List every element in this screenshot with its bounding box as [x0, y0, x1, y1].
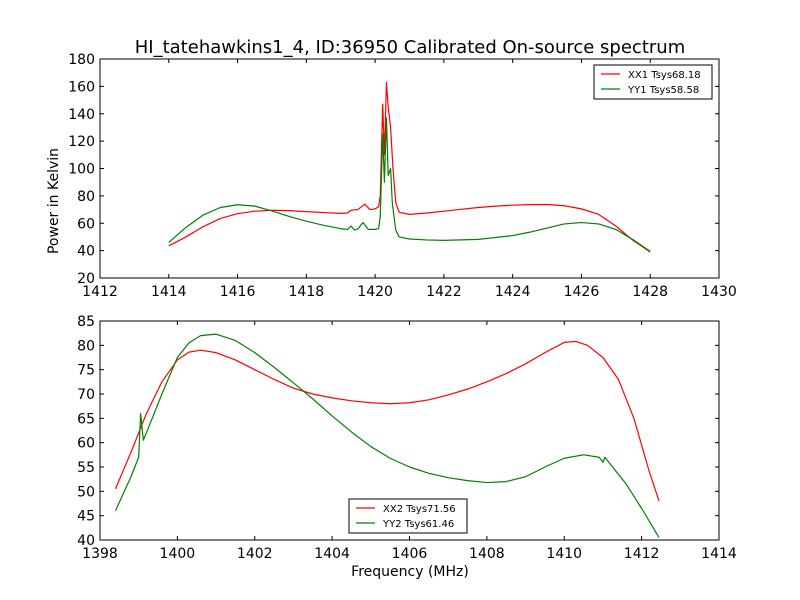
- x-tick-label-0-2: 1416: [220, 284, 256, 300]
- y-tick-label-1-8: 80: [77, 338, 95, 354]
- legend-label-1-0: XX2 Tsys71.56: [383, 504, 456, 515]
- x-tick-label-1-6: 1410: [546, 546, 582, 562]
- legend-box-0: [593, 64, 713, 100]
- y-tick-label-0-3: 80: [77, 189, 95, 205]
- x-tick-label-1-8: 1414: [701, 546, 737, 562]
- x-tick-label-0-6: 1424: [495, 284, 531, 300]
- y-tick-label-1-4: 60: [77, 436, 95, 452]
- y-tick-label-0-5: 120: [68, 134, 95, 150]
- x-tick-label-0-3: 1418: [289, 284, 325, 300]
- legend-0: XX1 Tsys68.18 YY1 Tsys58.58: [593, 64, 713, 100]
- x-tick-label-0-7: 1426: [564, 284, 600, 300]
- x-axis-label: Frequency (MHz): [351, 564, 469, 580]
- legend-label-0-0: XX1 Tsys68.18: [628, 70, 701, 81]
- y-tick-label-0-0: 20: [77, 271, 95, 287]
- x-tick-label-0-8: 1428: [632, 284, 668, 300]
- y-tick-label-0-7: 160: [68, 79, 95, 95]
- chart-title: HI_tatehawkins1_4, ID:36950 Calibrated O…: [135, 37, 685, 58]
- y-tick-label-0-1: 40: [77, 244, 95, 260]
- x-tick-label-1-4: 1406: [392, 546, 428, 562]
- y-tick-label-1-2: 50: [77, 484, 95, 500]
- x-tick-label-1-1: 1400: [160, 546, 196, 562]
- x-tick-label-1-7: 1412: [624, 546, 660, 562]
- x-tick-label-1-5: 1408: [469, 546, 505, 562]
- x-tick-label-0-0: 1412: [82, 284, 118, 300]
- y-tick-label-1-9: 85: [77, 314, 95, 330]
- bottom-panel: 1398 1400 1402 1404 1406 1408 1410 1412 1414 40 45…: [77, 314, 737, 562]
- legend-label-0-1: YY1 Tsys58.58: [627, 85, 699, 96]
- x-tick-label-1-2: 1402: [237, 546, 273, 562]
- series-line-0-1: [168, 117, 651, 252]
- y-tick-label-1-7: 75: [77, 363, 95, 379]
- x-tick-label-0-9: 1430: [701, 284, 737, 300]
- y-tick-label-1-3: 55: [77, 460, 95, 476]
- top-y-axis-label: Power in Kelvin: [46, 148, 62, 254]
- y-tick-label-1-6: 70: [77, 387, 95, 403]
- y-tick-label-1-5: 65: [77, 411, 95, 427]
- y-tick-label-0-2: 60: [77, 216, 95, 232]
- series-line-1-0: [114, 340, 660, 502]
- y-tick-label-0-4: 100: [68, 162, 95, 178]
- top-panel: 1412 1414 1416 1418 1420 1422 1424 1426 1428 1430…: [68, 52, 737, 300]
- legend-box-1: [348, 498, 468, 534]
- series-line-0-0: [168, 81, 651, 253]
- x-tick-label-0-4: 1420: [357, 284, 393, 300]
- legend-1: XX2 Tsys71.56 YY2 Tsys61.46: [348, 498, 468, 534]
- x-tick-label-0-1: 1414: [151, 284, 187, 300]
- y-tick-label-0-6: 140: [68, 107, 95, 123]
- x-tick-label-1-3: 1404: [314, 546, 350, 562]
- series-line-1-1: [114, 333, 660, 538]
- y-tick-label-0-8: 180: [68, 52, 95, 68]
- y-tick-label-1-1: 45: [77, 509, 95, 525]
- x-tick-label-1-0: 1398: [82, 546, 118, 562]
- legend-label-1-1: YY2 Tsys61.46: [382, 519, 454, 530]
- y-tick-label-1-0: 40: [77, 533, 95, 549]
- x-tick-label-0-5: 1422: [426, 284, 462, 300]
